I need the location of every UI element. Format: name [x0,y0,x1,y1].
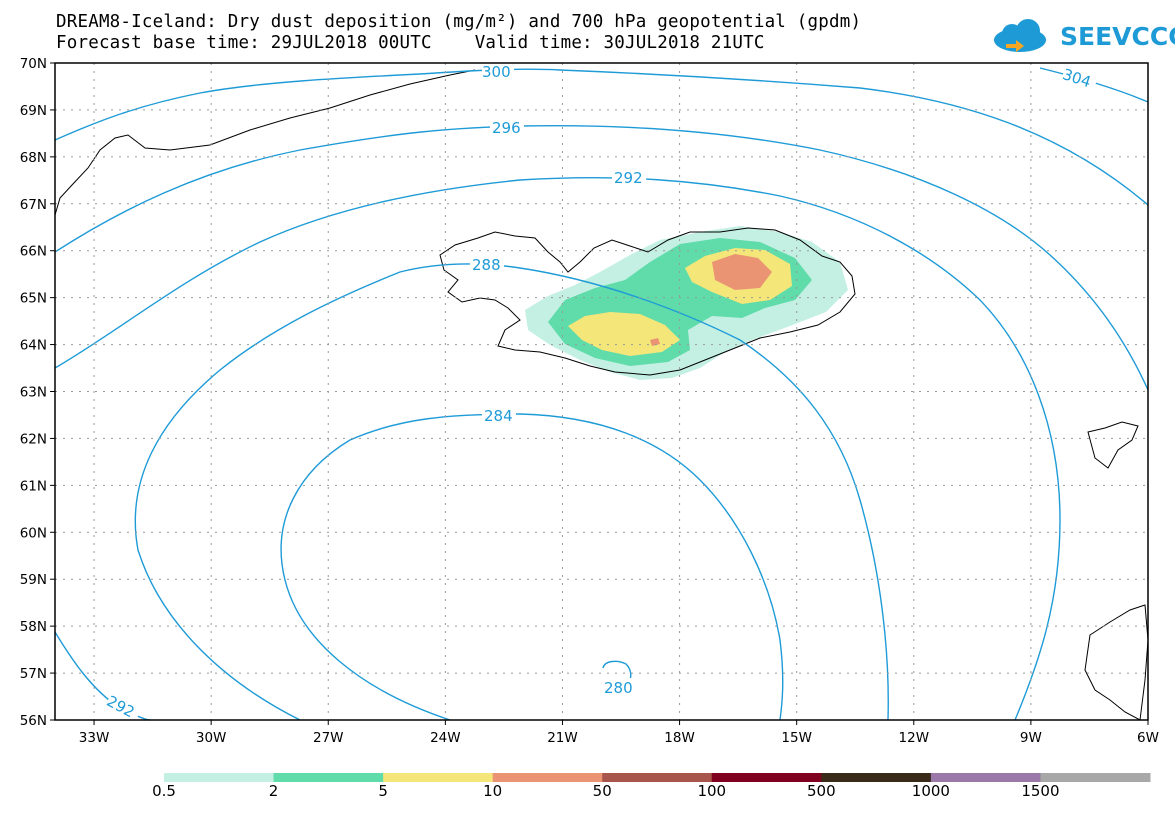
scotland-coast [1084,604,1149,721]
lon-tick-label: 9W [1020,730,1042,746]
latitude-axis: 70N 69N 68N 67N 66N 65N 64N 63N 62N 61N 60N 59N 58N 5… [20,56,55,729]
map-subtitle: Forecast base time: 29JUL2018 00UTC Vali… [56,33,765,53]
lat-tick-label: 58N [20,619,47,635]
colorbar-swatch [821,773,932,782]
contour-288 [134,263,889,721]
map-title: DREAM8-Iceland: Dry dust deposition (mg/… [56,12,862,32]
colorbar-label: 5 [378,782,388,800]
colorbar-label: 500 [807,782,836,800]
iceland-coast [439,227,856,376]
colorbar-swatch [164,773,275,782]
lat-tick-label: 63N [20,385,47,401]
colorbar-swatch [492,773,603,782]
lat-tick-label: 60N [20,525,47,541]
colorbar-swatch [930,773,1041,782]
lat-tick-label: 70N [20,56,47,72]
greenland-coast [54,69,476,216]
contour-label: 288 [472,256,501,274]
logo-text: SEEVCCC [1060,22,1175,51]
lat-tick-label: 64N [20,338,47,354]
colorbar-label: 50 [592,782,612,800]
contour-labels: 300 304 296 292 288 284 280 292 [104,62,1098,724]
colorbar-swatch [711,773,822,782]
graticule [55,63,1148,720]
contour-label: 304 [1060,65,1093,91]
lon-tick-label: 21W [547,730,578,746]
lat-tick-label: 56N [20,713,47,729]
lat-tick-label: 59N [20,572,47,588]
lat-tick-label: 67N [20,197,47,213]
colorbar-label: 1000 [911,782,950,800]
contour-label: 300 [482,63,511,81]
cloud-icon [994,19,1046,52]
colorbar-swatch [383,773,494,782]
lat-tick-label: 68N [20,150,47,166]
contour-304 [1039,67,1149,103]
lon-tick-label: 30W [196,730,227,746]
lat-tick-label: 62N [20,431,47,447]
contour-292a [54,177,1061,721]
lat-tick-label: 69N [20,103,47,119]
colorbar-swatch [602,773,713,782]
lat-tick-label: 61N [20,478,47,494]
colorbar-label: 0.5 [152,782,176,800]
contour-284 [280,413,784,721]
longitude-axis: 33W 30W 27W 24W 21W 18W 15W 12W 9W 6W [79,720,1159,746]
dust-level-10a [712,254,772,290]
colorbar-swatch [273,773,384,782]
colorbar-label: 10 [483,782,503,800]
contour-296 [54,124,1149,391]
colorbar [164,773,1151,782]
lon-tick-label: 27W [313,730,344,746]
lon-tick-label: 33W [79,730,110,746]
contour-label: 280 [604,679,633,697]
contour-label: 292 [614,169,643,187]
dust-field [525,226,848,380]
faroe-coast [1087,421,1139,469]
coastlines [54,69,1149,721]
lon-tick-label: 18W [664,730,695,746]
lon-tick-label: 24W [430,730,461,746]
lon-tick-label: 6W [1137,730,1159,746]
colorbar-label: 100 [697,782,727,800]
lon-tick-label: 15W [781,730,812,746]
lat-tick-label: 57N [20,666,47,682]
seevccc-logo [994,19,1046,52]
contour-label: 296 [492,119,521,137]
dust-level-10b [650,338,660,346]
colorbar-swatch [1040,773,1151,782]
lon-tick-label: 12W [899,730,930,746]
geopotential-contours [54,67,1149,721]
contour-label: 284 [484,407,513,425]
lat-tick-label: 65N [20,291,47,307]
lat-tick-label: 66N [20,244,47,260]
colorbar-label: 1500 [1021,782,1060,800]
colorbar-label: 2 [268,782,279,800]
contour-300 [54,68,1149,206]
